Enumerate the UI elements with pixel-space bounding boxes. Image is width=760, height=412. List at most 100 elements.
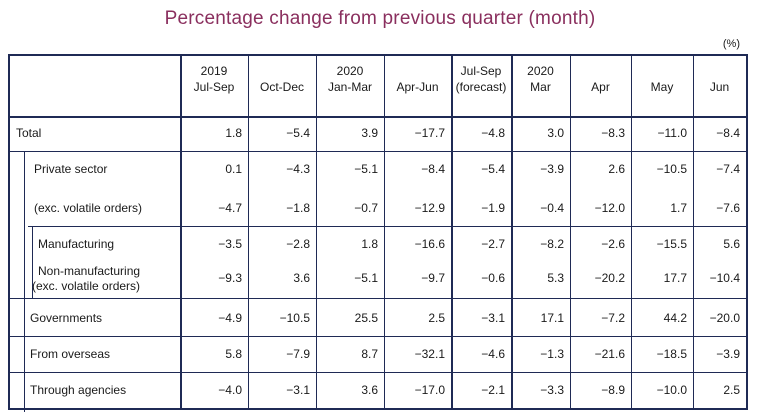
table-cell: 44.2	[663, 311, 687, 325]
row-divider	[10, 372, 746, 373]
table-cell: 17.1	[540, 311, 564, 325]
column-header: 2020	[336, 64, 364, 78]
table-cell: −4.8	[481, 126, 505, 140]
table-cell: −0.7	[354, 201, 378, 215]
table-cell: −5.1	[354, 162, 378, 176]
table-cell: −17.7	[414, 126, 445, 140]
table-cell: 17.7	[663, 271, 687, 285]
row-divider	[10, 336, 746, 337]
table-cell: −3.9	[540, 162, 564, 176]
table-cell: −18.5	[656, 347, 687, 361]
column-header: Jul-Sep	[193, 80, 235, 94]
table-cell: 2.5	[723, 383, 740, 397]
indent-divider	[24, 151, 25, 412]
table-cell: −11.0	[657, 126, 687, 140]
row-label: Non-manufacturing	[38, 264, 141, 278]
column-header: May	[650, 80, 674, 94]
table-cell: −3.3	[540, 383, 564, 397]
column-header: Mar	[530, 80, 551, 94]
table-cell: −32.1	[414, 347, 445, 361]
table-cell: −2.8	[286, 237, 310, 251]
table-cell: −3.1	[481, 311, 505, 325]
table-cell: −8.9	[601, 383, 625, 397]
table-cell: −0.4	[540, 201, 564, 215]
column-header: Jul-Sep	[460, 64, 502, 78]
column-header: 2020	[527, 64, 554, 78]
table-cell: −4.3	[286, 162, 310, 176]
column-divider	[316, 56, 317, 408]
column-header: Jun	[709, 80, 730, 94]
column-header: Jan-Mar	[327, 80, 372, 94]
column-header: Apr	[591, 80, 610, 94]
table-cell: −7.9	[286, 347, 310, 361]
table-cell: −21.6	[594, 347, 625, 361]
table-cell: 3.0	[547, 126, 564, 140]
table-cell: 2.6	[608, 162, 625, 176]
table-cell: −2.1	[481, 383, 505, 397]
table-cell: −10.5	[656, 162, 687, 176]
table-cell: −5.4	[481, 162, 505, 176]
column-header: Oct-Dec	[259, 80, 304, 94]
table-cell: −7.6	[716, 201, 740, 215]
row-label: Private sector	[34, 162, 108, 176]
table-cell: −3.9	[716, 347, 740, 361]
table-cell: −16.6	[414, 237, 445, 251]
row-label: Governments	[30, 311, 103, 325]
table-cell: −17.0	[414, 383, 445, 397]
table-cell: −9.7	[421, 271, 445, 285]
table-cell: 5.3	[547, 271, 564, 285]
table-cell: 0.1	[225, 162, 242, 176]
table-cell: −5.4	[286, 126, 310, 140]
column-header: (forecast)	[455, 80, 507, 94]
table-cell: −0.6	[481, 271, 505, 285]
table-cell: −5.1	[354, 271, 378, 285]
table-cell: −3.1	[286, 383, 310, 397]
table-cell: 8.7	[361, 347, 378, 361]
table-cell: 2.5	[428, 311, 445, 325]
table-cell: −10.0	[656, 383, 687, 397]
row-label: Total	[16, 126, 42, 140]
table-cell: −10.5	[279, 311, 310, 325]
column-header: 2019	[200, 64, 228, 78]
table-cell: 3.6	[293, 271, 310, 285]
table-cell: −20.0	[709, 311, 740, 325]
row-label-sub: (exc. volatile orders)	[32, 279, 141, 293]
table-cell: −20.2	[594, 271, 625, 285]
row-label: From overseas	[30, 347, 111, 361]
table-cell: −7.2	[601, 311, 625, 325]
table-title: Percentage change from previous quarter …	[164, 8, 596, 29]
row-divider	[10, 151, 746, 152]
column-divider	[511, 56, 513, 408]
table-cell: −8.4	[421, 162, 445, 176]
column-divider	[180, 56, 182, 408]
table-cell: −15.5	[656, 237, 687, 251]
table-cell: −8.2	[540, 237, 564, 251]
data-table: 2019 Jul-Sep Oct-Dec 2020 Jan-Mar Apr-Jun Jul-…	[8, 54, 748, 412]
table-cell: −7.4	[716, 162, 740, 176]
table-cell: −3.5	[218, 237, 242, 251]
table-cell: 1.8	[361, 237, 378, 251]
column-header: Apr-Jun	[396, 80, 439, 94]
table-cell: −4.9	[218, 311, 242, 325]
column-divider	[631, 56, 632, 408]
column-divider	[248, 56, 249, 408]
row-divider	[10, 298, 746, 299]
table-cell: 25.5	[354, 311, 378, 325]
table-cell: −12.9	[414, 201, 445, 215]
header-divider	[10, 116, 746, 118]
table-cell: −8.4	[716, 126, 740, 140]
table-cell: −10.4	[709, 271, 740, 285]
table-cell: −4.0	[218, 383, 242, 397]
table-cell: −1.9	[481, 201, 505, 215]
table-cell: −1.8	[286, 201, 310, 215]
table-cell: −12.0	[594, 201, 625, 215]
table-cell: 5.6	[723, 237, 740, 251]
column-divider	[570, 56, 571, 408]
row-label: Manufacturing	[38, 237, 115, 251]
table-cell: −4.7	[218, 201, 242, 215]
indent-divider	[32, 226, 33, 298]
table-cell: −2.7	[481, 237, 505, 251]
table-cell: 5.8	[225, 347, 242, 361]
table-cell: −9.3	[218, 271, 242, 285]
column-divider	[693, 56, 694, 408]
